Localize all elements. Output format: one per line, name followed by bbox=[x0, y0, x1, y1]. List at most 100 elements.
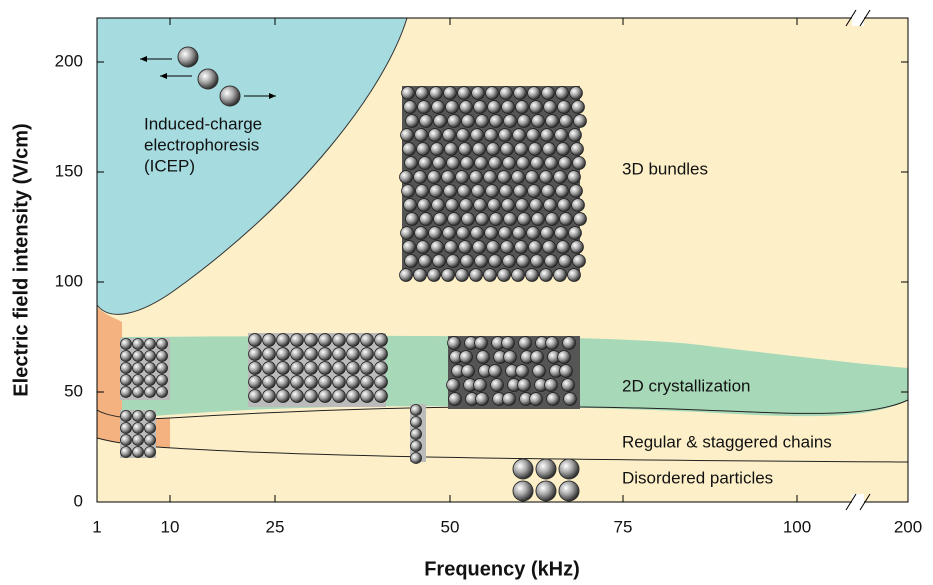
micro-particle bbox=[572, 199, 585, 212]
micro-particle bbox=[456, 269, 469, 282]
micro-particle bbox=[277, 334, 290, 347]
micro-particle bbox=[485, 129, 498, 142]
micro-particle bbox=[502, 101, 515, 114]
micro-particle bbox=[558, 199, 571, 212]
micro-particle bbox=[410, 452, 421, 463]
micro-particle bbox=[249, 334, 262, 347]
micro-particle bbox=[361, 334, 374, 347]
micro-particle bbox=[532, 213, 545, 226]
micro-particle bbox=[461, 255, 474, 268]
micro-particle bbox=[448, 213, 461, 226]
micro-particle bbox=[557, 143, 570, 156]
micro-particle bbox=[361, 390, 374, 403]
micro-particle bbox=[545, 379, 558, 392]
micro-particle bbox=[156, 374, 167, 385]
micrograph-particles bbox=[410, 404, 421, 463]
micro-particle bbox=[404, 101, 417, 114]
micro-particle bbox=[291, 376, 304, 389]
micro-particle bbox=[132, 422, 143, 433]
micro-particle bbox=[458, 87, 471, 100]
micro-particle bbox=[547, 393, 560, 406]
micro-particle bbox=[277, 390, 290, 403]
micro-particle bbox=[512, 269, 525, 282]
micro-particle bbox=[460, 101, 473, 114]
axis-break-gap bbox=[852, 10, 864, 26]
micro-particle bbox=[347, 348, 360, 361]
micro-particle bbox=[530, 199, 543, 212]
micro-particle bbox=[540, 269, 553, 282]
micro-particle bbox=[415, 227, 428, 240]
micro-particle bbox=[263, 362, 276, 375]
micro-particle bbox=[527, 129, 540, 142]
micro-particle bbox=[263, 376, 276, 389]
micro-particle bbox=[543, 241, 556, 254]
micro-particle bbox=[484, 171, 497, 184]
micro-particle bbox=[442, 269, 455, 282]
y-tick-label: 0 bbox=[74, 491, 83, 510]
micro-particle bbox=[120, 386, 131, 397]
micro-particle bbox=[514, 185, 527, 198]
micro-particle bbox=[347, 334, 360, 347]
particle bbox=[536, 481, 556, 501]
micro-particle bbox=[401, 129, 414, 142]
micro-particle bbox=[410, 428, 421, 439]
micro-particle bbox=[491, 379, 504, 392]
micro-particle bbox=[120, 338, 131, 349]
micro-particle bbox=[555, 227, 568, 240]
micro-particle bbox=[144, 434, 155, 445]
micro-particle bbox=[574, 115, 587, 128]
micro-particle bbox=[557, 241, 570, 254]
micro-particle bbox=[120, 410, 131, 421]
region-label: electrophoresis bbox=[144, 135, 259, 154]
micro-particle bbox=[560, 365, 573, 378]
micro-particle bbox=[405, 157, 418, 170]
micro-particle bbox=[472, 185, 485, 198]
micro-particle bbox=[498, 171, 511, 184]
micro-particle bbox=[541, 227, 554, 240]
micro-particle bbox=[446, 199, 459, 212]
micro-particle bbox=[291, 362, 304, 375]
micro-particle bbox=[417, 143, 430, 156]
micro-particle bbox=[263, 390, 276, 403]
micro-particle bbox=[488, 199, 501, 212]
micro-particle bbox=[430, 185, 443, 198]
micro-particle bbox=[403, 241, 416, 254]
x-tick-label: 25 bbox=[266, 517, 285, 536]
x-tick-label: 75 bbox=[614, 517, 633, 536]
micro-particle bbox=[515, 241, 528, 254]
micro-particle bbox=[132, 338, 143, 349]
micro-particle bbox=[319, 348, 332, 361]
micro-particle bbox=[277, 376, 290, 389]
micro-particle bbox=[305, 348, 318, 361]
micro-particle bbox=[417, 241, 430, 254]
region-label: Regular & staggered chains bbox=[622, 432, 832, 451]
micro-particle bbox=[544, 101, 557, 114]
micro-particle bbox=[432, 101, 445, 114]
micro-particle bbox=[319, 390, 332, 403]
micro-particle bbox=[120, 446, 131, 457]
micro-particle bbox=[546, 213, 559, 226]
micro-particle bbox=[144, 374, 155, 385]
micro-particle bbox=[400, 269, 413, 282]
micro-particle bbox=[568, 269, 581, 282]
micro-particle bbox=[490, 213, 503, 226]
micro-particle bbox=[504, 213, 517, 226]
micro-particle bbox=[460, 199, 473, 212]
micro-particle bbox=[403, 143, 416, 156]
micro-particle bbox=[518, 379, 531, 392]
x-tick-label: 10 bbox=[161, 517, 180, 536]
micro-particle bbox=[487, 241, 500, 254]
micro-particle bbox=[503, 255, 516, 268]
janus-particle bbox=[198, 69, 218, 89]
micro-particle bbox=[540, 171, 553, 184]
micro-particle bbox=[277, 362, 290, 375]
micro-particle bbox=[347, 390, 360, 403]
micro-particle bbox=[410, 404, 421, 415]
micro-particle bbox=[448, 337, 461, 350]
micro-particle bbox=[347, 362, 360, 375]
micro-particle bbox=[457, 227, 470, 240]
y-tick-label: 50 bbox=[64, 381, 83, 400]
micro-particle bbox=[333, 390, 346, 403]
micro-particle bbox=[484, 269, 497, 282]
micro-particle bbox=[533, 365, 546, 378]
